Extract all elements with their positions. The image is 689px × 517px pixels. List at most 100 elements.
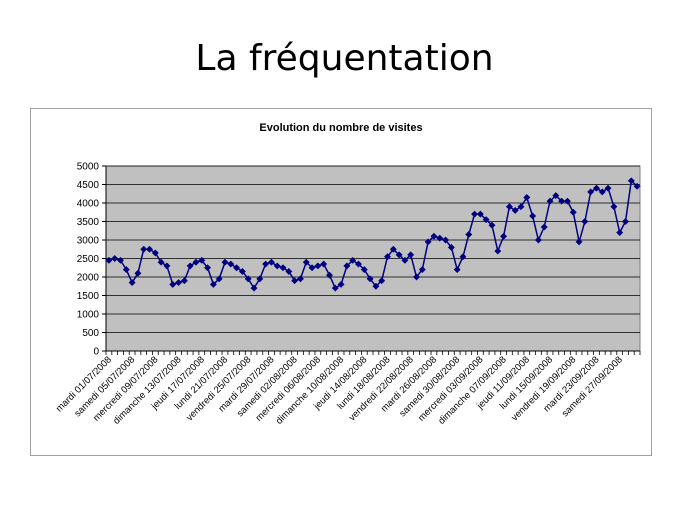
data-point <box>233 264 241 272</box>
data-point <box>465 230 473 239</box>
data-point <box>552 192 560 200</box>
data-point <box>296 275 304 283</box>
data-point <box>320 260 328 268</box>
data-point <box>354 260 363 268</box>
data-point <box>494 247 502 255</box>
data-point <box>145 245 154 253</box>
data-point <box>471 210 479 218</box>
data-point <box>569 208 577 216</box>
data-point <box>476 210 484 218</box>
data-point <box>412 273 421 281</box>
y-tick-label: 2000 <box>77 273 100 284</box>
y-tick-label: 1500 <box>77 291 100 302</box>
line-chart: Evolution du nombre de visites 0 500 1000 1… <box>54 122 641 427</box>
data-point <box>418 266 426 274</box>
data-point <box>279 264 287 272</box>
data-point <box>215 275 223 283</box>
data-point <box>256 275 264 283</box>
data-point <box>621 217 630 226</box>
data-point <box>453 266 461 274</box>
data-point <box>116 256 125 264</box>
data-point <box>563 197 571 205</box>
data-point <box>366 275 374 283</box>
data-point <box>598 188 606 196</box>
data-point <box>169 280 177 288</box>
data-point <box>534 236 542 244</box>
data-point <box>349 256 357 264</box>
data-point <box>546 197 554 205</box>
data-point <box>192 258 200 266</box>
data-point <box>204 264 212 272</box>
data-point <box>505 203 513 211</box>
data-point <box>587 188 595 196</box>
data-point <box>430 232 438 240</box>
chart-title: Evolution du nombre de visites <box>259 122 422 134</box>
y-tick-label: 500 <box>82 328 99 339</box>
data-point <box>221 258 229 266</box>
data-point <box>128 278 136 287</box>
data-point <box>604 184 612 192</box>
data-point <box>343 262 351 270</box>
data-point <box>105 256 113 264</box>
data-point <box>424 238 432 246</box>
data-point <box>517 203 525 211</box>
data-point <box>500 232 508 240</box>
data-point <box>575 238 583 246</box>
data-point <box>198 256 206 264</box>
y-tick-label: 3500 <box>77 217 100 228</box>
data-point <box>267 258 275 266</box>
data-point <box>511 206 519 214</box>
data-point <box>325 271 334 279</box>
data-point <box>459 253 467 261</box>
data-point <box>186 262 194 270</box>
data-point <box>273 262 281 270</box>
data-point <box>111 254 119 263</box>
data-point <box>360 266 368 274</box>
data-point <box>140 245 148 253</box>
data-point <box>442 236 450 244</box>
y-tick-label: 3000 <box>77 236 100 247</box>
data-point <box>627 177 635 185</box>
data-point <box>209 280 217 288</box>
data-point <box>482 216 490 224</box>
data-point <box>383 253 392 261</box>
data-point <box>244 275 252 283</box>
data-point <box>134 269 142 277</box>
data-point <box>633 182 641 190</box>
data-point <box>558 197 566 205</box>
data-point <box>151 249 159 257</box>
y-tick-label: 4500 <box>77 180 100 191</box>
data-point <box>401 256 409 264</box>
y-tick-label: 4000 <box>77 199 100 210</box>
data-point <box>378 277 386 285</box>
chart-frame: Evolution du nombre de visites 0 500 1000 1… <box>30 108 652 456</box>
data-point <box>592 184 601 192</box>
data-point <box>389 245 397 253</box>
data-point <box>308 264 316 272</box>
data-point <box>250 284 258 292</box>
data-point <box>122 266 130 274</box>
y-tick-label: 2500 <box>77 254 100 265</box>
data-point <box>285 267 293 276</box>
data-point <box>163 262 171 270</box>
y-tick-label: 5000 <box>77 162 100 173</box>
data-point <box>291 277 299 285</box>
data-point <box>529 212 537 220</box>
data-point <box>523 193 531 202</box>
data-point <box>372 282 380 290</box>
data-point <box>540 223 548 231</box>
data-point <box>262 260 270 268</box>
data-point <box>302 258 310 266</box>
slide-title: La fréquentation <box>195 38 494 79</box>
y-tick-label: 0 <box>93 347 99 358</box>
data-point <box>314 262 322 270</box>
data-point <box>395 251 403 259</box>
data-point <box>436 234 444 242</box>
data-point <box>581 217 589 226</box>
data-point <box>238 267 246 276</box>
data-point <box>488 221 496 229</box>
data-point <box>337 280 345 288</box>
data-point <box>447 243 455 251</box>
data-point <box>610 203 618 211</box>
data-point <box>616 229 624 237</box>
